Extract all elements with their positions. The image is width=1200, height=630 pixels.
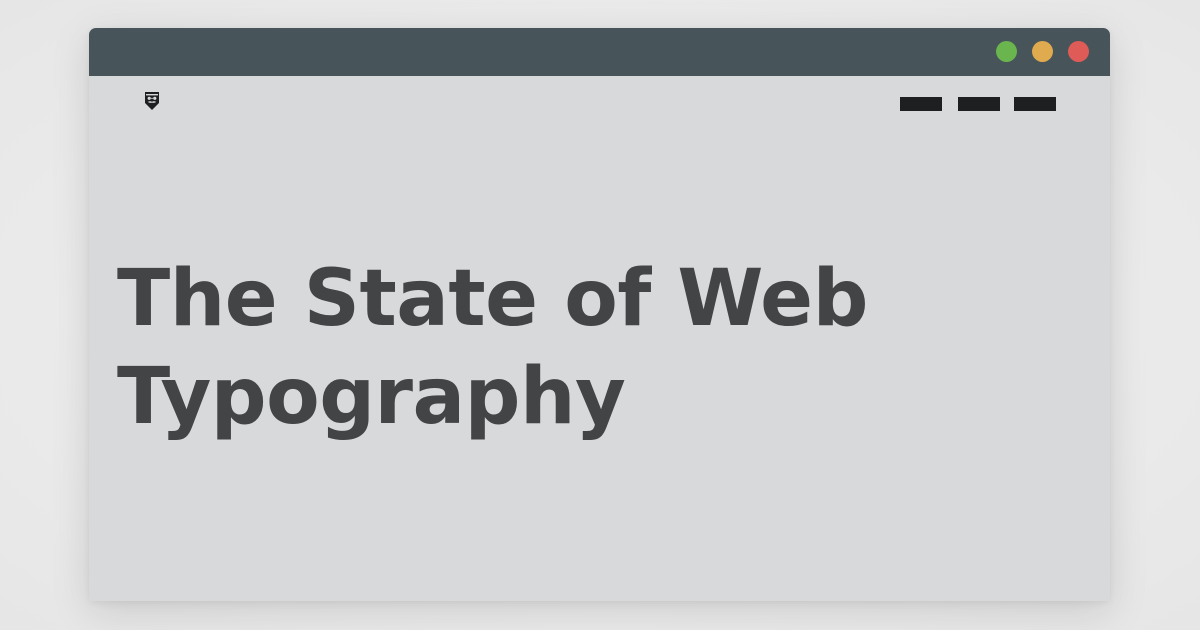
hero-title-line-2: Typography [117,352,626,442]
mustache-shield-icon[interactable] [145,92,159,110]
maximize-button[interactable] [996,41,1017,62]
nav-menu-item-1[interactable] [900,97,942,111]
minimize-button[interactable] [1032,41,1053,62]
nav-menu-item-3[interactable] [1014,97,1056,111]
close-button[interactable] [1068,41,1089,62]
hero-title-line-1: The State of Web [117,254,868,344]
hero-title: The State of Web Typography [117,250,917,446]
nav-menu-item-2[interactable] [958,97,1000,111]
window-titlebar [89,28,1110,76]
browser-window: The State of Web Typography [89,28,1110,601]
